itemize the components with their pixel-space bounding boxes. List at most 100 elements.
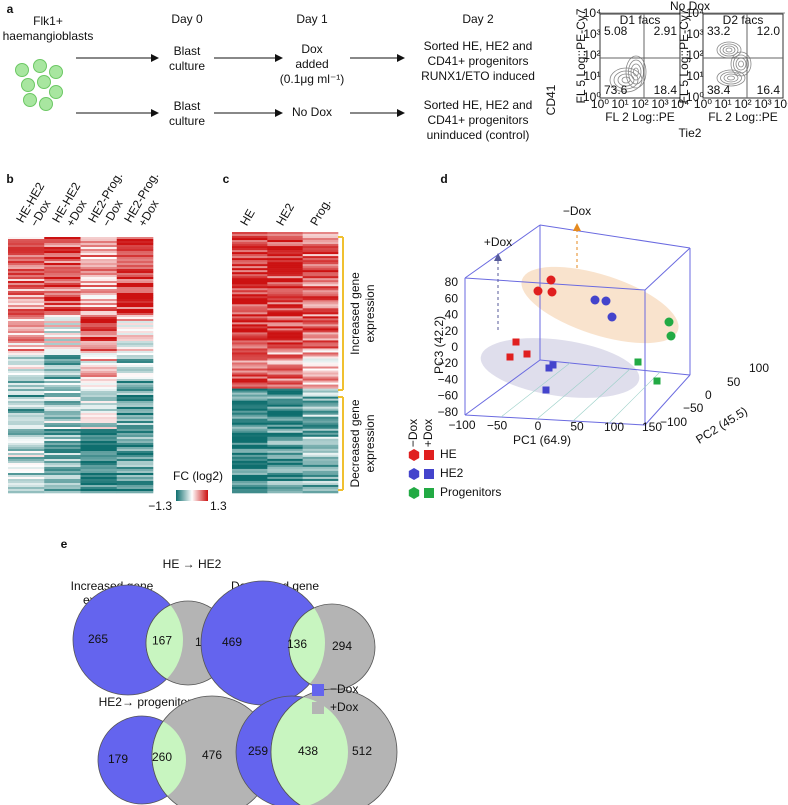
heatmap-cell bbox=[116, 293, 154, 296]
heatmap-cell bbox=[80, 489, 118, 492]
heatmap-cell bbox=[116, 465, 154, 468]
heatmap-cell bbox=[80, 279, 118, 282]
heatmap-cell bbox=[44, 285, 81, 288]
heatmap-cell bbox=[44, 299, 81, 302]
heatmap-cell bbox=[8, 465, 45, 468]
heatmap-cell bbox=[302, 428, 339, 432]
heatmap-cell bbox=[302, 330, 339, 333]
y-tick-label: 10³ bbox=[686, 27, 703, 41]
heatmap-cell bbox=[116, 343, 154, 346]
heatmap-cell bbox=[232, 482, 268, 486]
heatmap-cell bbox=[232, 438, 268, 442]
heatmap-cell bbox=[302, 370, 339, 373]
panel-label: d bbox=[440, 172, 447, 186]
heatmap-cell bbox=[8, 337, 45, 340]
sample-point bbox=[523, 350, 531, 358]
heatmap-cell bbox=[116, 297, 154, 300]
label: FL 2 Log::PE bbox=[605, 110, 675, 124]
panel-label: b bbox=[6, 172, 13, 186]
heatmap-cell bbox=[232, 442, 268, 446]
label: (0.1μg ml⁻¹) bbox=[280, 72, 345, 86]
heatmap-cell bbox=[267, 288, 303, 291]
heatmap-cell bbox=[8, 391, 45, 394]
heatmap-cell bbox=[44, 477, 81, 480]
heatmap-cell bbox=[116, 363, 154, 366]
y-tick-label: 0 bbox=[705, 388, 712, 402]
heatmap-cell bbox=[44, 413, 81, 416]
heatmap-cell bbox=[267, 360, 303, 363]
label: Decreased gene bbox=[348, 399, 362, 487]
contour bbox=[725, 47, 733, 53]
heatmap-cell bbox=[267, 324, 303, 327]
heatmap-cell bbox=[8, 387, 45, 390]
heatmap-cell bbox=[8, 263, 45, 266]
heatmap-cell bbox=[80, 351, 118, 354]
heatmap-cell bbox=[267, 298, 303, 301]
heatmap-cell bbox=[44, 435, 81, 438]
heatmap-cell bbox=[116, 477, 154, 480]
heatmap-cell bbox=[302, 444, 339, 448]
heatmap-cell bbox=[116, 427, 154, 430]
heatmap-cell bbox=[80, 371, 118, 374]
heatmap-cell bbox=[116, 451, 154, 454]
heatmap-cell bbox=[232, 234, 268, 237]
heatmap-cell bbox=[232, 466, 268, 470]
label: +Dox bbox=[484, 235, 512, 249]
heatmap-cell bbox=[232, 314, 268, 317]
heatmap-cell bbox=[116, 401, 154, 404]
heatmap-cell bbox=[80, 337, 118, 340]
heatmap-cell bbox=[116, 327, 154, 330]
heatmap-cell bbox=[232, 400, 268, 403]
z-tick-label: −20 bbox=[438, 356, 459, 370]
heatmap-cell bbox=[232, 422, 268, 426]
heatmap-cell bbox=[44, 423, 81, 426]
heatmap-cell bbox=[232, 484, 268, 488]
heatmap-cell bbox=[232, 310, 268, 313]
heatmap-cell bbox=[44, 395, 81, 398]
label: 5.08 bbox=[604, 24, 628, 38]
heatmap-cell bbox=[267, 258, 303, 261]
heatmap-cell bbox=[302, 426, 339, 430]
axis-box bbox=[464, 414, 646, 426]
heatmap-cell bbox=[267, 248, 303, 251]
heatmap-cell bbox=[267, 232, 303, 235]
heatmap-cell bbox=[232, 258, 268, 261]
heatmap-cell bbox=[232, 278, 268, 281]
heatmap-cell bbox=[116, 387, 154, 390]
heatmap-cell bbox=[8, 485, 45, 488]
facs-plot bbox=[599, 13, 681, 99]
heatmap-cell bbox=[116, 437, 154, 440]
heatmap-cell bbox=[267, 310, 303, 313]
heatmap-cell bbox=[267, 240, 303, 243]
heatmap-cell bbox=[44, 265, 81, 268]
heatmap-cell bbox=[8, 399, 45, 402]
group-title: HE → HE2 bbox=[163, 557, 222, 571]
heatmap-cell bbox=[44, 479, 81, 482]
heatmap-cell bbox=[267, 464, 303, 468]
heatmap-cell bbox=[44, 367, 81, 370]
heatmap-cell bbox=[80, 467, 118, 470]
heatmap-cell bbox=[302, 436, 339, 440]
heatmap-cell bbox=[8, 375, 45, 378]
heatmap-cell bbox=[302, 324, 339, 327]
heatmap-cell bbox=[116, 461, 154, 464]
cluster-shade bbox=[480, 338, 640, 398]
heatmap-cell bbox=[267, 242, 303, 245]
heatmap-cell bbox=[116, 349, 154, 352]
heatmap-cell bbox=[302, 344, 339, 347]
heatmap-cell bbox=[232, 302, 268, 305]
heatmap-cell bbox=[8, 409, 45, 412]
heatmap-cell bbox=[8, 311, 45, 314]
heatmap-cell bbox=[44, 271, 81, 274]
heatmap-cell bbox=[232, 352, 268, 355]
cell-icon bbox=[15, 63, 29, 77]
heatmap-cell bbox=[8, 277, 45, 280]
heatmap-cell bbox=[80, 375, 118, 378]
heatmap-cell bbox=[44, 387, 81, 390]
heatmap-cell bbox=[267, 472, 303, 476]
heatmap-cell bbox=[116, 237, 154, 240]
heatmap-cell bbox=[44, 487, 81, 490]
heatmap-cell bbox=[302, 488, 339, 492]
heatmap-cell bbox=[80, 307, 118, 310]
heatmap-cell bbox=[232, 394, 268, 397]
